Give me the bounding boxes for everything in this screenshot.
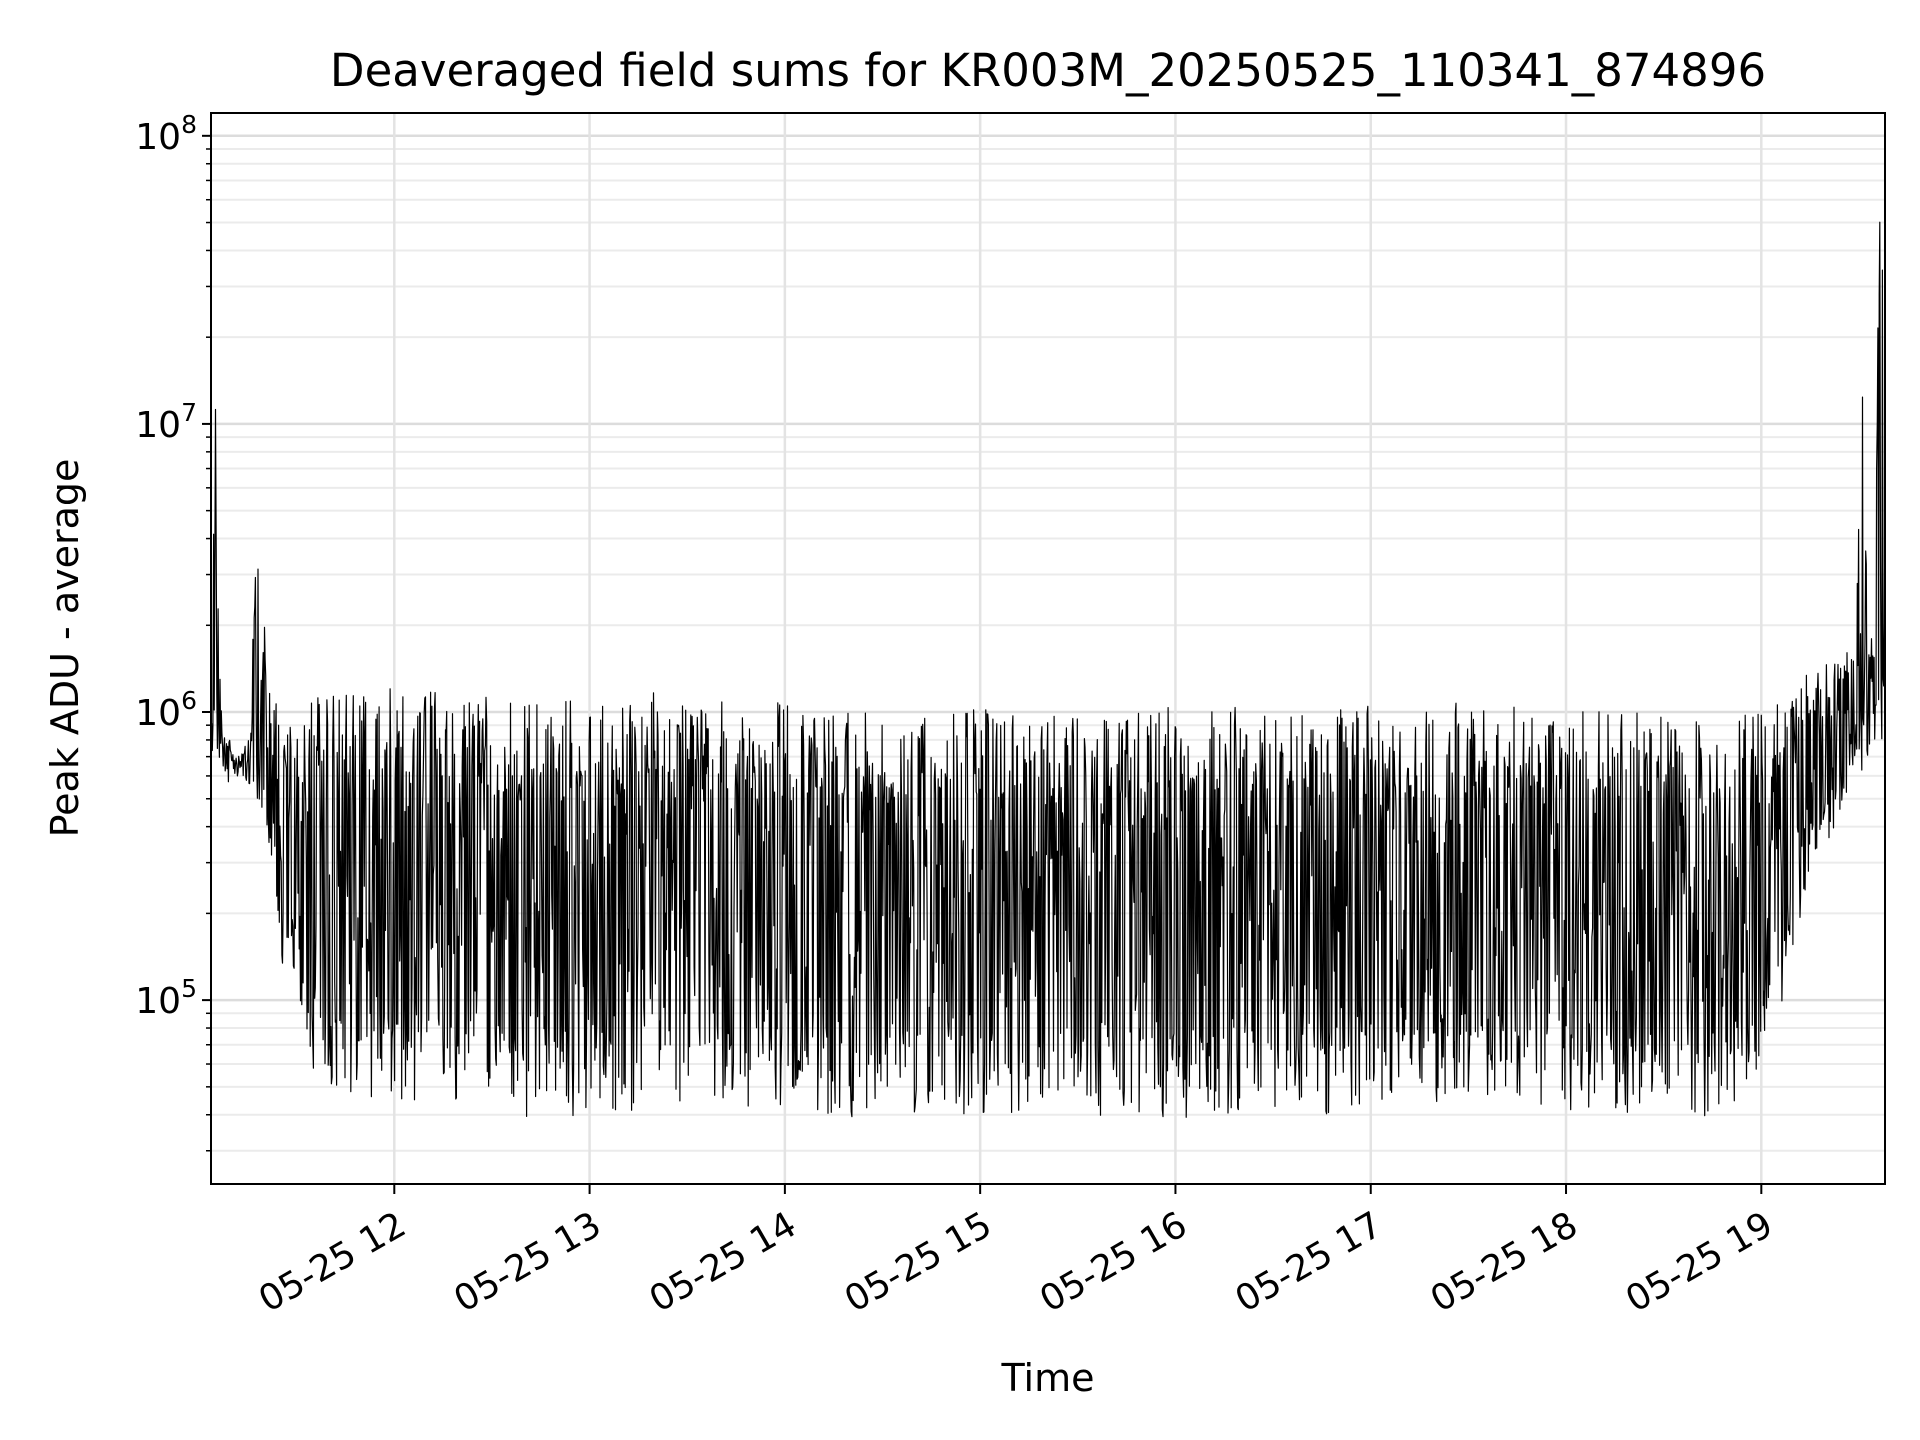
- y-axis-ticks: 105 106 107 108: [135, 110, 211, 1152]
- y-tick-label: 105: [135, 974, 197, 1022]
- y-axis-label: Peak ADU - average: [43, 459, 87, 838]
- series-layer: [210, 221, 1886, 1118]
- chart-title: Deaveraged field sums for KR003M_2025052…: [330, 44, 1766, 97]
- plot-frame: [210, 112, 1886, 1185]
- series-line: [210, 221, 1886, 1118]
- y-tick-label: 108: [135, 110, 197, 158]
- x-axis-label: Time: [1001, 1356, 1095, 1400]
- y-tick-label: 106: [135, 686, 197, 734]
- y-tick-label: 107: [135, 398, 197, 446]
